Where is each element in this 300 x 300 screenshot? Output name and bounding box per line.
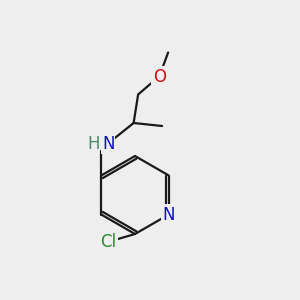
- Text: N: N: [102, 135, 114, 153]
- Text: O: O: [153, 68, 166, 85]
- Text: N: N: [163, 206, 175, 224]
- Text: Cl: Cl: [100, 233, 116, 251]
- Text: H: H: [87, 135, 99, 153]
